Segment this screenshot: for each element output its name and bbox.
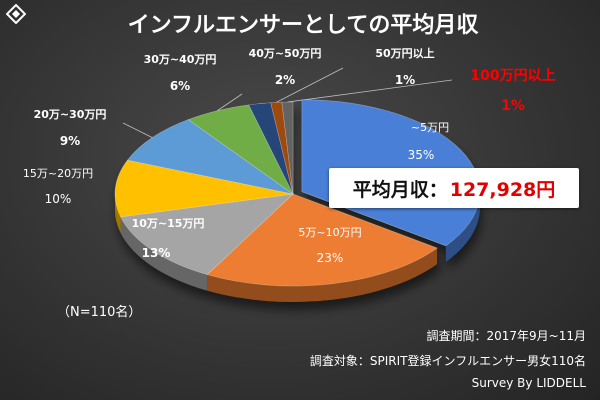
slice-category-label: 30万~40万円: [144, 53, 217, 66]
slice-category-label: 20万~30万円: [34, 108, 107, 121]
slice-category-label: 40万~50万円: [249, 47, 322, 60]
slice-labels: ~5万円 35% 5万~10万円 23% 10万~15万円 13% 15万~20万円 10% 2…: [23, 46, 556, 265]
pie-slice: [126, 119, 294, 195]
slice-category-label: 15万~20万円: [23, 167, 93, 180]
survey-target: 調査対象：SPIRIT登録インフルエンサー男女110名: [309, 354, 586, 368]
survey-period: 調査期間：2017年9月~11月: [426, 329, 587, 343]
slice-category-label: 100万円以上: [470, 68, 555, 84]
leader-line: [216, 93, 243, 112]
pie-slice: [120, 193, 294, 275]
slice-value-label: 2%: [275, 73, 295, 87]
leader-line: [287, 79, 453, 103]
pie-slice-side: [115, 194, 121, 233]
slice-value-label: 9%: [60, 134, 80, 148]
slice-value-label: 13%: [142, 246, 171, 260]
chart-title: インフルエンサーとしての平均月収: [128, 12, 480, 38]
callout-label: 平均月収：: [352, 178, 448, 201]
leader-line: [122, 122, 153, 138]
slice-category-label: 50万円以上: [375, 46, 434, 60]
leader-line: [276, 67, 344, 103]
slice-category-label: 5万~10万円: [298, 226, 361, 239]
survey-credit: Survey By LIDDELL: [471, 376, 586, 390]
pie-slice-side: [120, 216, 208, 291]
pie-slice-side: [445, 191, 480, 262]
slice-value-label: 10%: [45, 192, 72, 206]
pie-slice-side: [207, 248, 438, 302]
logo-icon: [6, 4, 26, 24]
slice-value-label: 35%: [408, 148, 435, 162]
slice-category-label: 10万~15万円: [132, 217, 205, 230]
slice-value-label: 1%: [501, 98, 525, 114]
pie-slice: [206, 193, 438, 287]
slice-value-label: 23%: [317, 251, 344, 265]
pie-slice: [114, 159, 294, 218]
average-income-callout: 平均月収： 127,928円: [329, 168, 579, 208]
slice-value-label: 1%: [395, 73, 415, 87]
slice-category-label: ~5万円: [411, 121, 449, 134]
sample-size-note: （N=110名）: [57, 305, 142, 320]
pie-slice: [281, 101, 294, 195]
slice-value-label: 6%: [170, 79, 190, 93]
callout-value: 127,928円: [449, 178, 556, 201]
